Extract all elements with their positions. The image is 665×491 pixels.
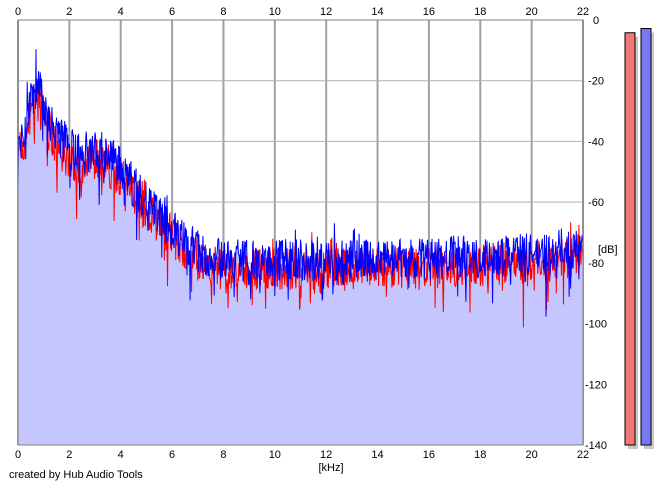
x-tick-label-top: 8 — [220, 6, 226, 18]
x-tick-label-top: 14 — [371, 6, 383, 18]
x-tick-label-top: 0 — [15, 6, 21, 18]
x-tick-label-top: 6 — [169, 6, 175, 18]
x-tick-label-top: 22 — [577, 6, 589, 18]
x-tick-label-bottom: 12 — [320, 449, 332, 461]
x-tick-label-bottom: 14 — [371, 449, 383, 461]
y-tick-label: 0 — [593, 15, 599, 27]
x-tick-label-top: 16 — [423, 6, 435, 18]
x-tick-label-top: 10 — [269, 6, 281, 18]
x-tick-label-bottom: 18 — [474, 449, 486, 461]
y-tick-label: -140 — [585, 440, 607, 452]
x-tick-label-bottom: 0 — [15, 449, 21, 461]
y-tick-label: -40 — [588, 136, 604, 148]
series-line-2 — [17, 49, 584, 317]
level-meter-1 — [624, 32, 636, 446]
y-tick-label: -100 — [585, 319, 607, 331]
x-tick-label-bottom: 10 — [269, 449, 281, 461]
x-tick-label-bottom: 22 — [577, 449, 589, 461]
y-axis-label: [dB] — [598, 244, 618, 256]
level-meter-2 — [640, 28, 652, 446]
x-axis-label: [kHz] — [318, 462, 343, 474]
x-tick-label-top: 4 — [118, 6, 124, 18]
x-tick-label-bottom: 8 — [220, 449, 226, 461]
x-tick-label-bottom: 4 — [118, 449, 124, 461]
x-tick-label-bottom: 6 — [169, 449, 175, 461]
x-tick-label-bottom: 2 — [66, 449, 72, 461]
series-lines — [17, 49, 584, 328]
axes: 002244668810101212141416161818202022220-… — [15, 6, 607, 461]
x-tick-label-top: 18 — [474, 6, 486, 18]
x-tick-label-top: 20 — [526, 6, 538, 18]
x-tick-label-top: 12 — [320, 6, 332, 18]
y-tick-label: -120 — [585, 379, 607, 391]
level-meters — [624, 28, 654, 449]
y-tick-label: -60 — [588, 197, 604, 209]
y-tick-label: -80 — [588, 258, 604, 270]
x-tick-label-top: 2 — [66, 6, 72, 18]
plot-frame — [17, 19, 584, 446]
x-tick-label-bottom: 20 — [526, 449, 538, 461]
y-tick-label: -20 — [588, 76, 604, 88]
footer-credit: created by Hub Audio Tools — [9, 469, 143, 481]
x-tick-label-bottom: 16 — [423, 449, 435, 461]
